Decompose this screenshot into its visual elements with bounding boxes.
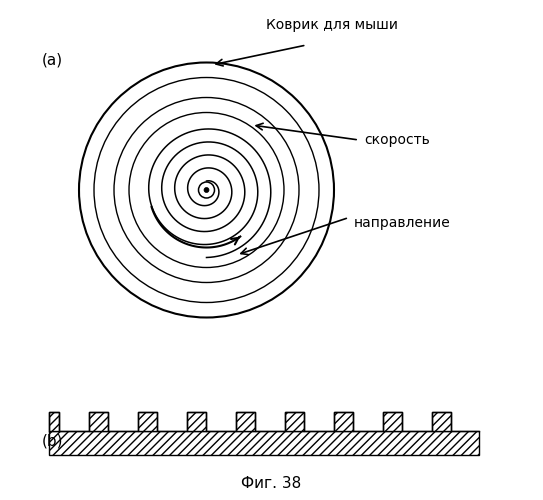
Bar (137, 412, 156, 431)
Bar (236, 412, 255, 431)
Text: (b): (b) (41, 433, 63, 448)
Text: скорость: скорость (364, 133, 430, 147)
Text: Коврик для мыши: Коврик для мыши (266, 18, 397, 32)
Bar (285, 412, 304, 431)
Text: Фиг. 38: Фиг. 38 (242, 476, 301, 491)
Bar (49, 412, 59, 431)
Circle shape (204, 188, 209, 192)
Bar (49, 431, 479, 455)
Bar (333, 412, 352, 431)
Text: (a): (a) (41, 52, 62, 68)
Text: направление: направление (354, 216, 451, 230)
Bar (432, 412, 451, 431)
Bar (186, 412, 205, 431)
Bar (89, 412, 108, 431)
Bar (382, 412, 401, 431)
